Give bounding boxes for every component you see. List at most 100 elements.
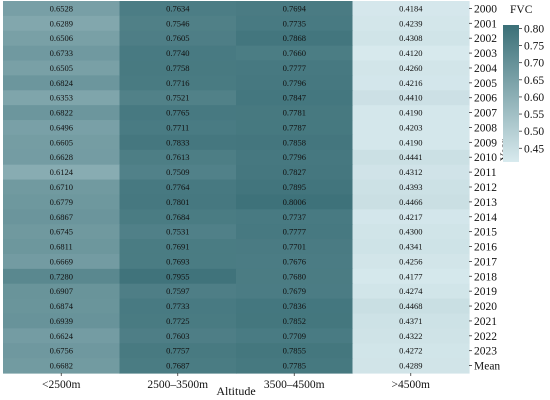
heatmap-cell [119, 164, 237, 181]
y-tick-label: 2000 [474, 3, 497, 15]
cell-value-label: 0.7660 [283, 48, 306, 58]
y-tick-label: 2009 [474, 137, 497, 149]
cell-value-label: 0.4190 [399, 108, 422, 118]
cell-value-label: 0.7765 [166, 108, 189, 118]
cell-value-label: 0.7735 [283, 18, 306, 28]
cell-value-label: 0.7693 [166, 256, 189, 266]
y-tick-label: 2019 [474, 286, 497, 298]
cell-value-label: 0.6745 [50, 227, 73, 237]
cell-value-label: 0.7679 [283, 286, 306, 296]
cell-value-label: 0.6528 [50, 3, 73, 13]
cell-value-label: 0.6907 [50, 286, 73, 296]
heatmap-cell [3, 253, 121, 270]
cell-value-label: 0.4341 [399, 242, 422, 252]
heatmap-cell [352, 283, 470, 300]
y-tick-label: 2004 [474, 63, 497, 75]
cell-value-label: 0.4272 [399, 346, 422, 356]
heatmap-cell [236, 149, 354, 166]
heatmap-cell [3, 45, 121, 62]
heatmap-cell [236, 224, 354, 240]
cell-value-label: 0.7709 [283, 331, 306, 341]
heatmap-cell [3, 298, 121, 315]
heatmap-cell [352, 120, 470, 136]
heatmap-cell [352, 149, 470, 166]
cell-value-label: 0.4308 [399, 33, 422, 43]
heatmap-cell [352, 358, 470, 374]
colorbar-tick-label: 0.45 [524, 143, 544, 155]
cell-value-label: 0.4289 [399, 361, 422, 371]
cell-value-label: 0.7737 [283, 212, 306, 222]
cell-value-label: 0.6669 [50, 256, 73, 266]
heatmap-cell [352, 343, 470, 359]
cell-value-label: 0.6867 [50, 212, 73, 222]
cell-value-label: 0.6605 [50, 137, 73, 147]
y-tick-label: 2008 [474, 122, 497, 134]
heatmap-cell [119, 45, 237, 62]
cell-value-label: 0.7833 [166, 137, 189, 147]
cell-value-label: 0.6124 [50, 167, 74, 177]
x-tick-label: 2500–3500m [147, 379, 208, 391]
heatmap-cell [3, 179, 121, 196]
cell-value-label: 0.6779 [50, 197, 73, 207]
y-tick-label: 2022 [474, 331, 497, 343]
heatmap-cell [236, 134, 354, 151]
heatmap-cell [236, 179, 354, 196]
heatmap-cell [3, 105, 121, 121]
heatmap-cell [352, 179, 470, 196]
heatmap-cell [236, 283, 354, 300]
cell-value-label: 0.6353 [50, 93, 73, 103]
heatmap-cell [236, 60, 354, 76]
cell-value-label: 0.7796 [283, 152, 306, 162]
colorbar-tick-label: 0.70 [524, 58, 544, 70]
heatmap-cell [119, 239, 237, 255]
cell-value-label: 0.7836 [283, 301, 306, 311]
y-axis-ticks: 2000 2001 2002 2003 2004 2005 2006 2007 2008 2009… [469, 3, 500, 373]
heatmap-cell [236, 120, 354, 136]
cell-value-label: 0.7531 [166, 227, 189, 237]
cell-value-label: 0.7787 [283, 122, 306, 132]
cell-value-label: 0.7546 [166, 18, 189, 28]
heatmap-cell [3, 194, 121, 210]
cell-value-label: 0.7868 [283, 33, 306, 43]
y-tick-label: 2020 [474, 301, 497, 313]
heatmap-cell [119, 75, 237, 91]
heatmap-cell [352, 1, 470, 17]
cell-value-label: 0.7801 [166, 197, 189, 207]
cell-value-label: 0.7955 [166, 271, 189, 281]
cell-value-label: 0.7785 [283, 361, 306, 371]
colorbar-title: FVC [510, 4, 533, 16]
heatmap-cell [352, 209, 470, 225]
heatmap-cell [236, 90, 354, 106]
cell-value-label: 0.7796 [283, 78, 306, 88]
y-tick-label: 2023 [474, 346, 497, 358]
cell-value-label: 0.7777 [283, 63, 306, 73]
y-tick-label: 2010 [474, 152, 497, 164]
colorbar-tick-label: 0.50 [524, 126, 544, 138]
heatmap-cell [119, 328, 237, 344]
heatmap-cell [119, 149, 237, 166]
cell-value-label: 0.7684 [166, 212, 190, 222]
heatmap-cell [236, 313, 354, 329]
heatmap-cell [3, 313, 121, 329]
cell-value-label: 0.4184 [399, 3, 423, 13]
colorbar [503, 25, 519, 162]
heatmap-cell [3, 120, 121, 136]
cell-value-label: 0.7758 [166, 63, 189, 73]
heatmap-cell [3, 358, 121, 374]
cell-value-label: 0.6756 [50, 346, 73, 356]
heatmap-cell [3, 15, 121, 32]
heatmap-cell [236, 105, 354, 121]
heatmap-cell [119, 253, 237, 270]
y-tick-label: 2014 [474, 212, 497, 224]
cell-value-label: 0.7858 [283, 137, 306, 147]
heatmap-cell [119, 134, 237, 151]
heatmap-cell [352, 224, 470, 240]
cell-value-label: 0.4468 [399, 301, 422, 311]
heatmap-cell [119, 120, 237, 136]
x-axis-ticks: <2500m 2500–3500m 3500–4500m >4500m [42, 373, 430, 391]
cell-value-label: 0.7777 [283, 227, 306, 237]
heatmap-cell [3, 343, 121, 359]
heatmap-cell [119, 224, 237, 240]
heatmap-cell [3, 75, 121, 91]
